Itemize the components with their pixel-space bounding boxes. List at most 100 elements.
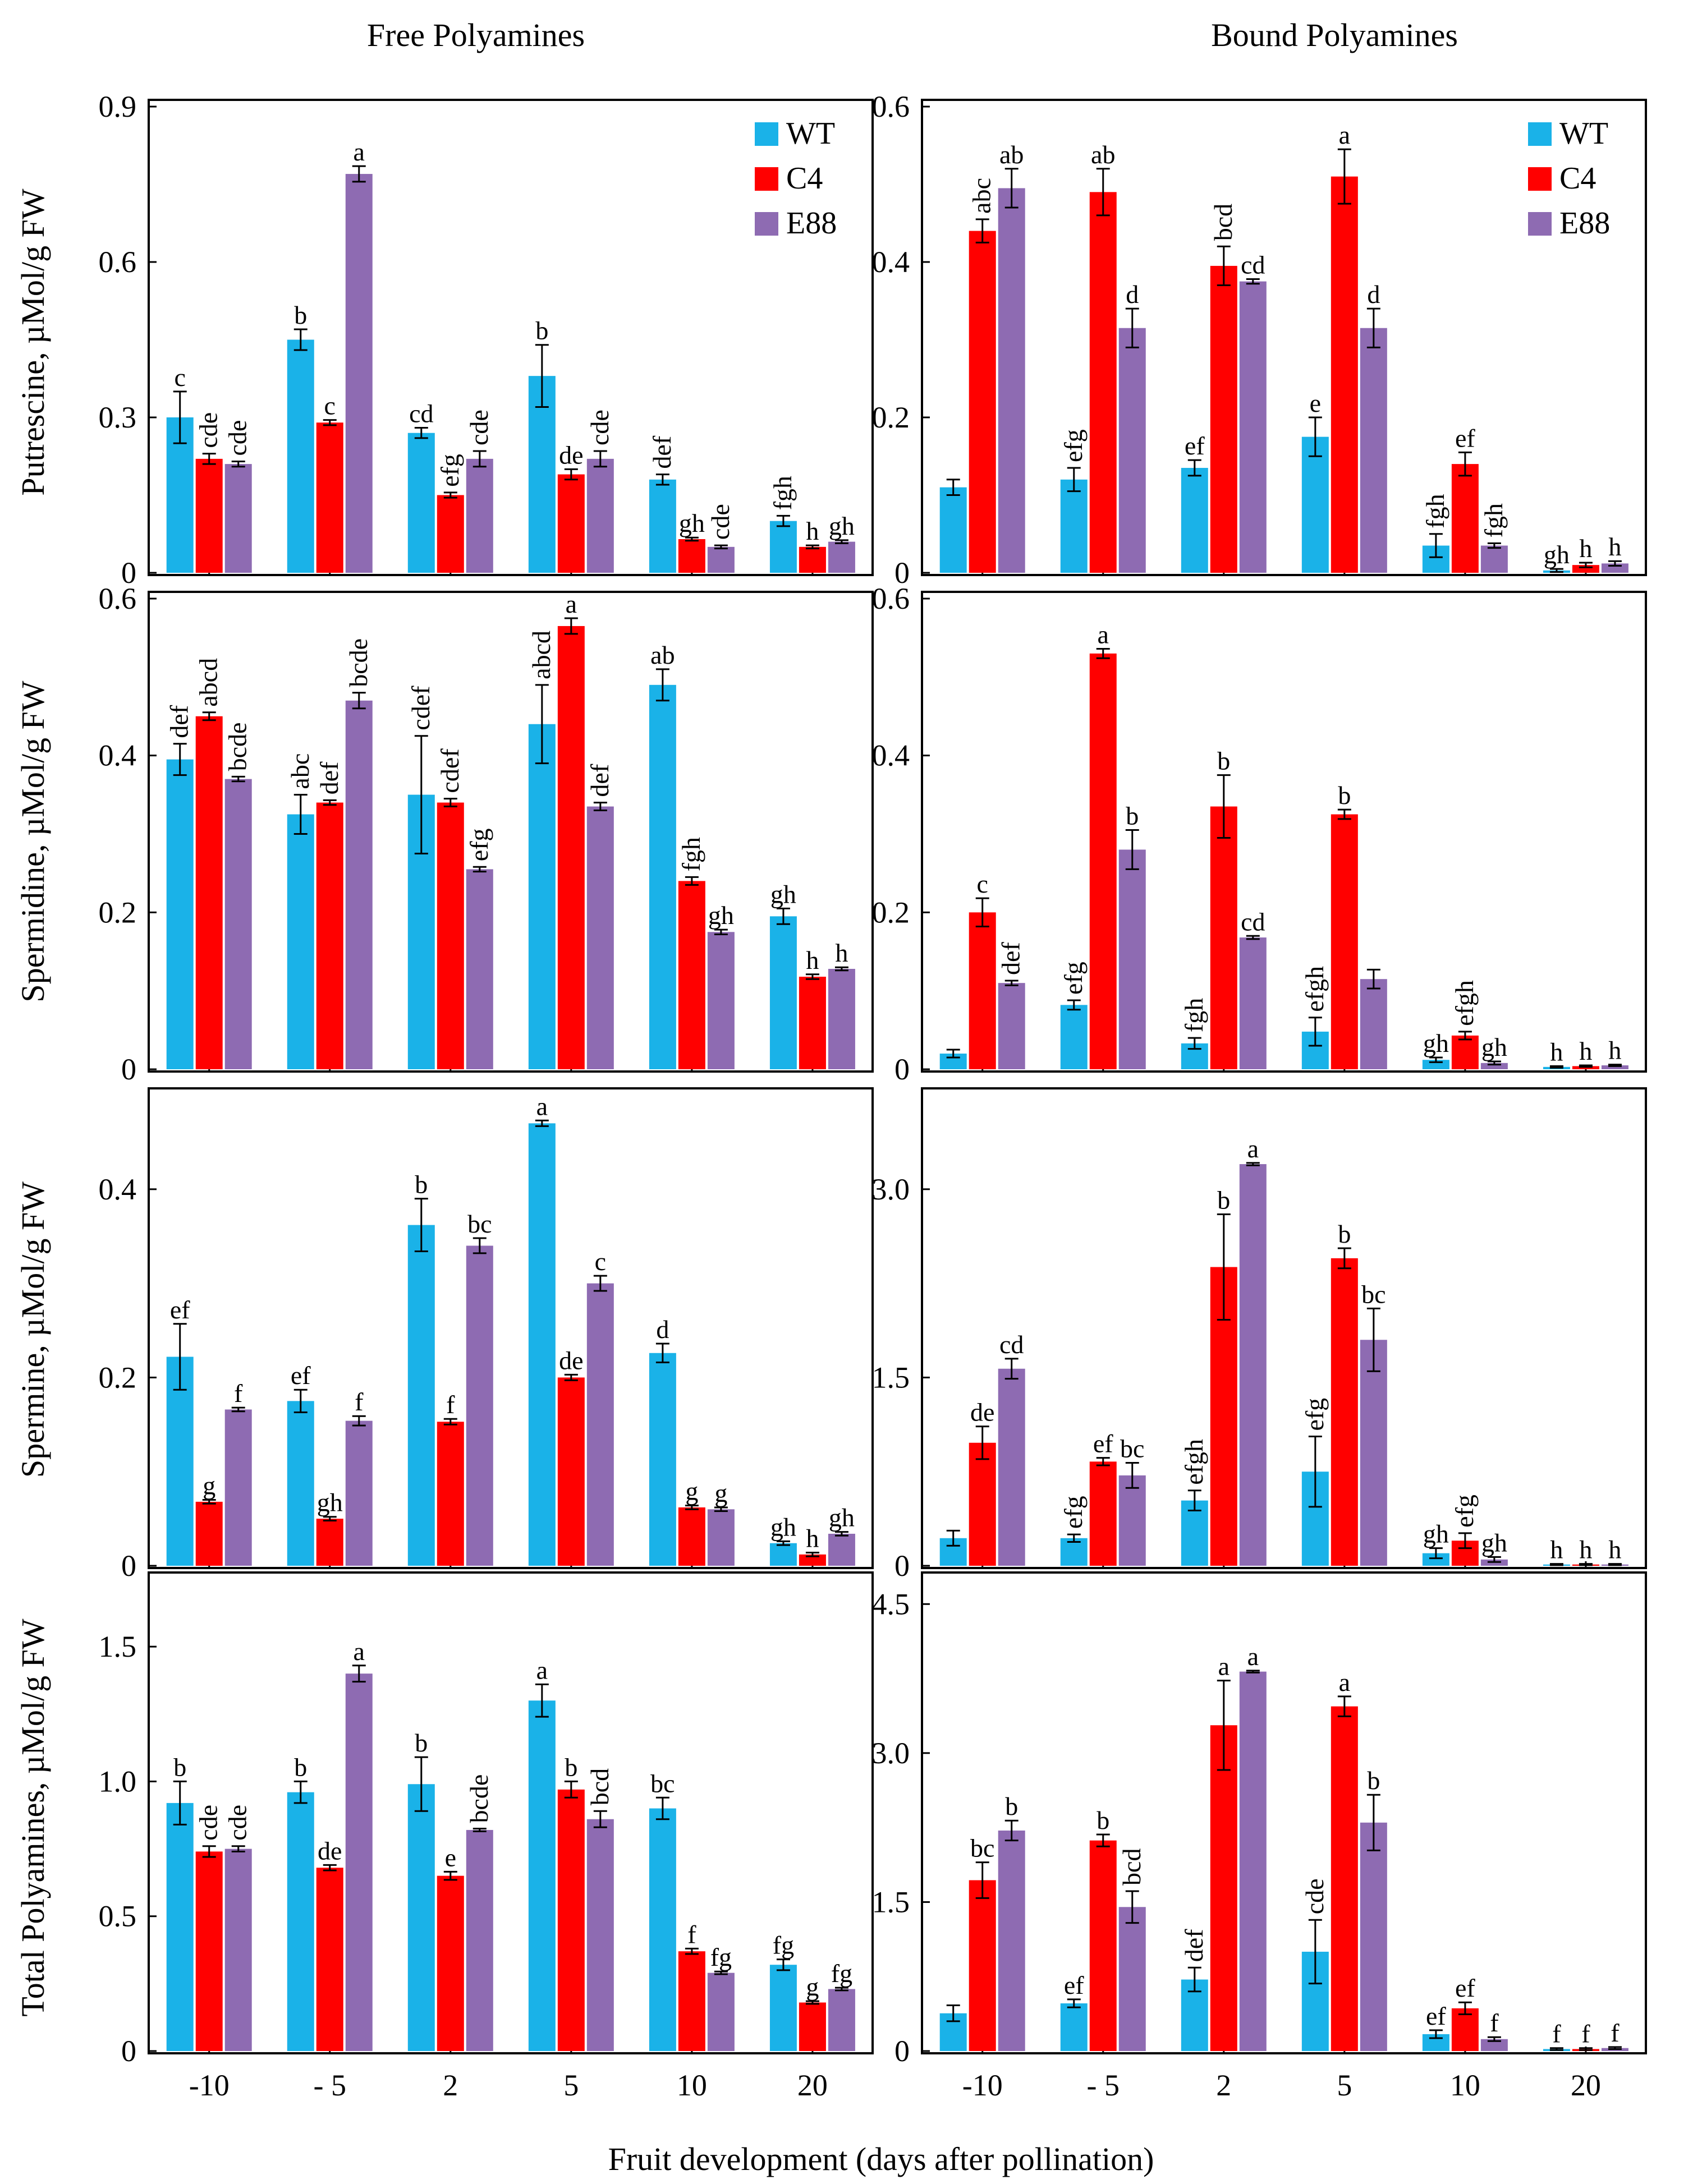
y-tick-label: 0.4 xyxy=(872,739,910,773)
plot-frame xyxy=(921,1571,1647,2054)
significance-label: def xyxy=(165,705,194,738)
significance-label: a xyxy=(354,1637,365,1666)
x-tick-label: - 5 xyxy=(1087,2068,1120,2102)
plot-frame xyxy=(921,591,1647,1073)
row-label-putrescine: Putrescine, µMol/g FW xyxy=(15,188,51,496)
significance-label: f xyxy=(1611,2019,1620,2047)
y-tick-label: 0.4 xyxy=(99,739,137,773)
legend-label-e88: E88 xyxy=(786,206,837,241)
bar-e88 xyxy=(1480,545,1508,573)
legend-swatch-wt xyxy=(1528,122,1552,146)
significance-label: b xyxy=(565,1753,577,1781)
significance-label: bc xyxy=(970,1834,994,1863)
y-tick-label: 0.6 xyxy=(872,90,910,123)
bar-e88 xyxy=(586,458,614,573)
plot-frame xyxy=(921,1087,1647,1569)
significance-label: bcd xyxy=(1209,204,1237,241)
significance-label: def xyxy=(315,761,343,794)
bar-e88 xyxy=(828,1989,855,2051)
significance-label: b xyxy=(1217,1186,1230,1215)
y-tick-label: 0.6 xyxy=(99,582,137,615)
bar-e88 xyxy=(1239,1671,1267,2051)
bar-e88 xyxy=(1360,328,1387,573)
bar-c4 xyxy=(557,1377,585,1566)
bar-wt xyxy=(649,1808,676,2051)
significance-label: b xyxy=(1005,1792,1018,1820)
bar-wt xyxy=(1301,436,1329,573)
significance-label: de xyxy=(559,1346,583,1374)
plot-frame xyxy=(148,1087,874,1569)
x-tick-label: 20 xyxy=(797,2068,828,2102)
bar-wt xyxy=(287,1401,314,1566)
significance-label: h xyxy=(1550,1037,1563,1066)
bar-c4 xyxy=(678,1507,705,1566)
bar-e88 xyxy=(1601,1065,1628,1069)
significance-label: g xyxy=(685,1477,698,1506)
bar-wt xyxy=(528,724,556,1069)
bar-wt xyxy=(769,916,797,1069)
bar-e88 xyxy=(1239,281,1267,573)
significance-label: ef xyxy=(1455,1974,1475,2002)
bar-c4 xyxy=(969,1880,996,2051)
bar-e88 xyxy=(345,1673,373,2051)
bar-c4 xyxy=(1331,1258,1358,1566)
significance-label: fg xyxy=(710,1943,732,1971)
significance-label: b xyxy=(415,1728,428,1757)
bar-e88 xyxy=(1480,2039,1508,2051)
bar-wt xyxy=(528,376,556,573)
bar-c4 xyxy=(799,546,826,573)
significance-label: gh xyxy=(1481,1033,1507,1061)
bar-c4 xyxy=(678,1951,705,2051)
significance-label: b xyxy=(1338,1220,1351,1248)
significance-label: ef xyxy=(170,1295,190,1324)
bar-c4 xyxy=(1331,176,1358,573)
significance-label: e xyxy=(1310,389,1321,417)
y-tick-label: 0 xyxy=(121,556,136,590)
x-tick-label: 2 xyxy=(443,2068,458,2102)
significance-label: abcd xyxy=(527,631,556,679)
bar-c4 xyxy=(437,495,464,573)
significance-label: efg xyxy=(1059,962,1088,995)
significance-label: gh xyxy=(829,1503,855,1532)
bar-e88 xyxy=(224,464,252,573)
y-tick-label: 0 xyxy=(894,556,910,590)
significance-label: h xyxy=(1579,1535,1592,1564)
significance-label: bcde xyxy=(465,1774,493,1823)
bar-c4 xyxy=(1451,464,1479,573)
significance-label: fgh xyxy=(1180,998,1208,1032)
significance-label: f xyxy=(234,1379,243,1408)
significance-label: b xyxy=(173,1753,186,1781)
bar-wt xyxy=(1181,468,1208,573)
y-tick-label: 0 xyxy=(121,1052,136,1086)
significance-label: gh xyxy=(829,512,855,540)
bar-c4 xyxy=(1210,265,1237,573)
x-tick-label: -10 xyxy=(962,2068,1003,2102)
significance-label: a xyxy=(1247,1642,1259,1671)
bar-c4 xyxy=(1331,1706,1358,2051)
col-title-free: Free Polyamines xyxy=(367,17,585,53)
bar-e88 xyxy=(1360,1822,1387,2051)
y-tick-label: 0.5 xyxy=(99,1900,137,1933)
bar-e88 xyxy=(1360,979,1387,1069)
significance-label: c xyxy=(324,392,336,420)
significance-label: gh xyxy=(1423,1029,1449,1057)
y-tick-label: 1.5 xyxy=(99,1630,137,1663)
bar-wt xyxy=(407,433,435,573)
significance-label: ef xyxy=(1185,431,1205,460)
x-tick-label: - 5 xyxy=(314,2068,346,2102)
significance-label: ef xyxy=(1426,2002,1446,2030)
bar-e88 xyxy=(345,174,373,573)
y-tick-label: 0.6 xyxy=(99,245,137,279)
bar-c4 xyxy=(557,626,585,1069)
bar-e88 xyxy=(586,1819,614,2051)
plot-frame xyxy=(148,99,874,576)
bar-c4 xyxy=(678,539,705,573)
y-tick-label: 3.0 xyxy=(872,1173,910,1206)
y-tick-label: 0.6 xyxy=(872,582,910,615)
y-tick-label: 0.2 xyxy=(872,401,910,434)
significance-label: c xyxy=(175,363,186,392)
significance-label: cd xyxy=(1241,250,1265,279)
significance-label: h xyxy=(1550,1535,1563,1564)
bar-e88 xyxy=(707,546,735,573)
